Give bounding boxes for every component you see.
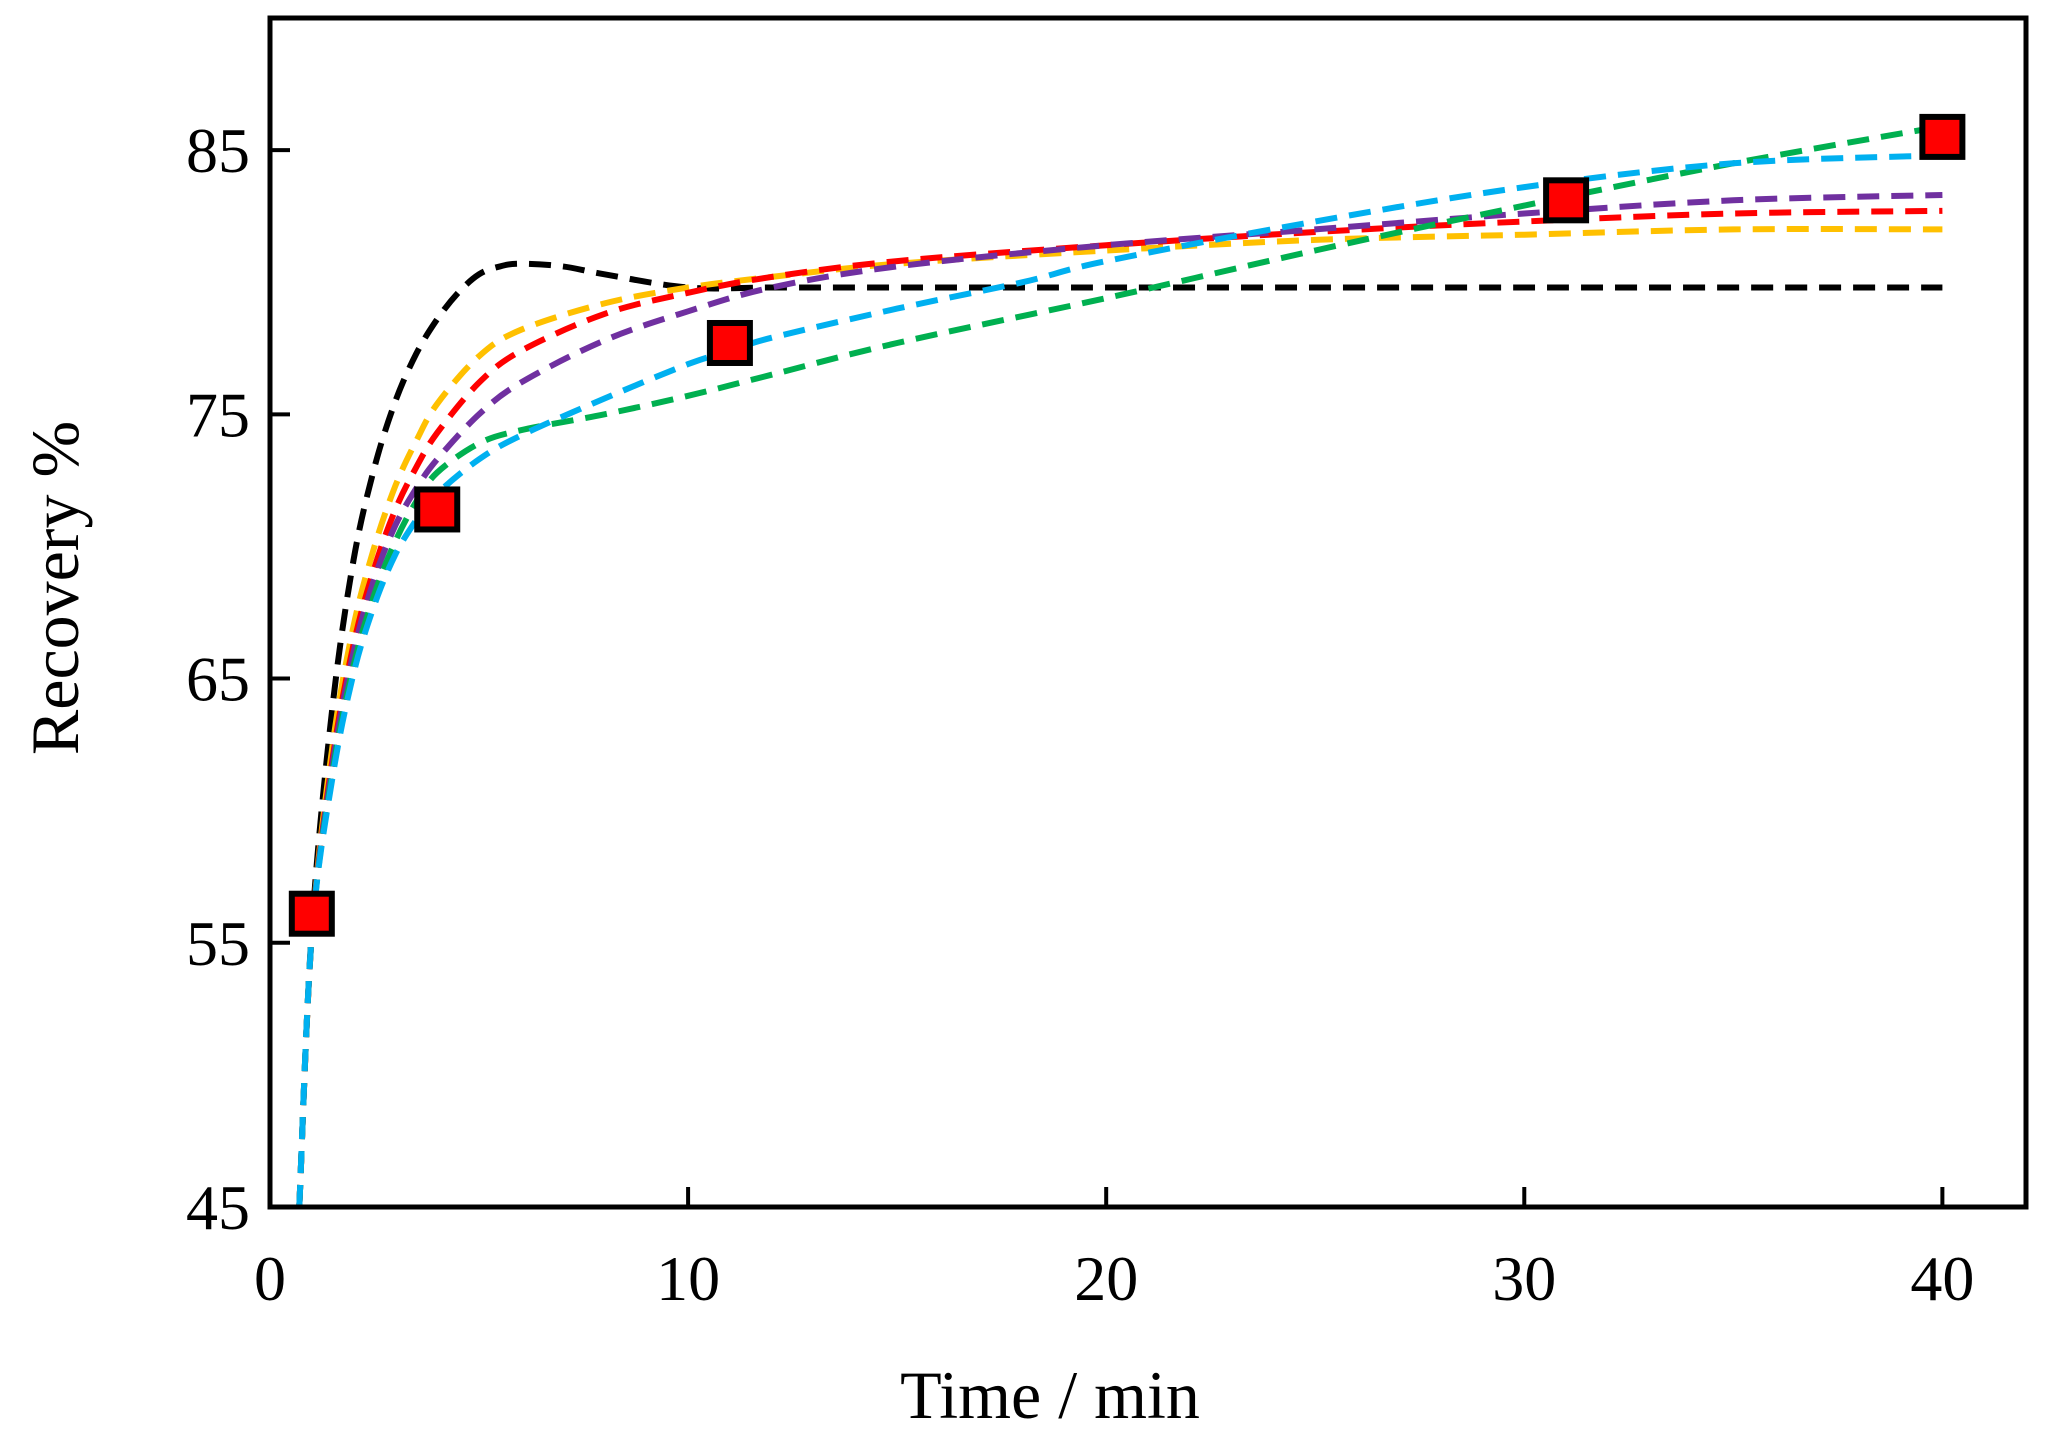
plot-frame [267, 15, 2029, 1210]
series-line-6 [296, 152, 1943, 1208]
x-tick-label: 40 [1910, 1243, 1974, 1314]
x-tick-label: 0 [254, 1243, 286, 1314]
experimental-point [706, 319, 753, 366]
experimental-point [1919, 113, 1966, 160]
series-line-3 [296, 207, 1943, 1208]
series-layer [296, 123, 1943, 1208]
x-tick-label: 30 [1492, 1243, 1556, 1314]
x-tick-label: 10 [656, 1243, 720, 1314]
series-line-1 [296, 260, 1943, 1208]
y-tick-label: 55 [186, 908, 250, 979]
tick-layer: 0 10 20 30 40 45 55 65 75 85 [186, 115, 1974, 1314]
y-tick-label: 75 [186, 379, 250, 450]
experimental-point [1543, 177, 1590, 224]
y-axis-title: Recovery % [17, 421, 93, 755]
experimental-point [414, 486, 461, 533]
experimental-point [288, 890, 335, 937]
marker-layer [288, 113, 1966, 937]
x-axis-title: Time / min [900, 1357, 1200, 1433]
x-tick-label: 20 [1074, 1243, 1138, 1314]
series-line-4 [296, 192, 1943, 1208]
y-tick-label: 85 [186, 115, 250, 186]
series-line-2 [296, 226, 1943, 1208]
y-tick-label: 65 [186, 644, 250, 715]
y-tick-label: 45 [186, 1172, 250, 1243]
